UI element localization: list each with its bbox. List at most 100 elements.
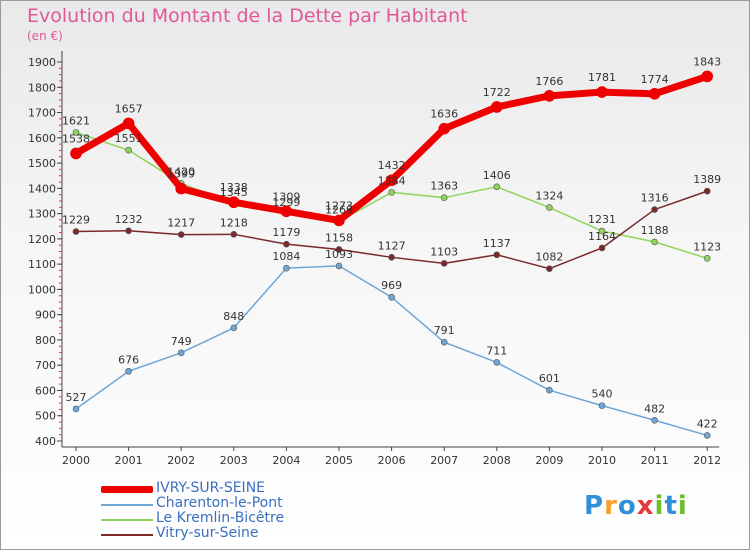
data-point <box>335 246 343 253</box>
data-point <box>175 182 187 195</box>
data-point <box>651 206 658 213</box>
data-label: 1843 <box>693 55 721 68</box>
data-point <box>703 187 711 195</box>
data-point <box>280 205 293 218</box>
data-label: 676 <box>118 353 139 366</box>
data-point <box>388 293 395 301</box>
data-point <box>72 129 80 136</box>
data-point <box>598 227 606 235</box>
data-point <box>440 260 448 267</box>
x-tick-label: 2008 <box>483 454 511 467</box>
data-point <box>651 238 658 246</box>
x-tick-label: 2009 <box>535 454 563 467</box>
data-point <box>177 231 185 238</box>
data-label: 1766 <box>535 75 563 88</box>
data-label: 1621 <box>62 114 90 127</box>
legend-swatch-charenton <box>101 504 153 506</box>
data-label: 1345 <box>220 186 248 199</box>
logo-letter: i <box>677 491 688 521</box>
data-labels: 1538 1657 1399 1338 1309 1273 1432 1636 1722 1766… <box>62 55 721 430</box>
y-tick-label: 900 <box>35 309 56 322</box>
data-label: 527 <box>66 391 87 404</box>
data-point <box>546 204 553 211</box>
legend-label-ivry: IVRY-SUR-SEINE <box>156 480 266 496</box>
logo-letter: x <box>636 491 655 521</box>
y-unit-label: (en €) <box>27 29 63 43</box>
data-label: 1231 <box>588 213 616 226</box>
data-label: 1179 <box>272 226 300 239</box>
x-tick-label: 2004 <box>272 454 300 467</box>
legend-swatch-kremlin <box>101 519 153 521</box>
x-tick-label: 2007 <box>430 454 458 467</box>
data-label: 1137 <box>483 237 511 250</box>
x-tick-label: 2012 <box>693 454 721 467</box>
data-point <box>125 227 132 235</box>
data-point <box>122 117 135 130</box>
logo-letter: i <box>654 491 665 521</box>
logo-letter: t <box>664 491 678 521</box>
data-point <box>335 262 343 270</box>
data-label: 1273 <box>325 199 353 212</box>
data-point <box>385 174 398 187</box>
y-tick-label: 700 <box>35 359 56 372</box>
y-tick-label: 1700 <box>28 107 56 120</box>
data-label: 1232 <box>115 213 143 226</box>
y-tick-label: 600 <box>35 384 56 397</box>
data-point <box>283 264 290 272</box>
data-point <box>177 349 185 357</box>
data-label: 1389 <box>693 173 721 186</box>
data-point <box>333 214 345 227</box>
data-label: 1316 <box>641 192 669 205</box>
y-tick-label: 400 <box>35 435 56 448</box>
data-label: 1384 <box>378 174 406 187</box>
x-tick-label: 2010 <box>588 454 616 467</box>
data-label: 1123 <box>693 240 721 253</box>
data-point <box>72 405 80 413</box>
data-label: 1636 <box>430 108 458 121</box>
y-tick-label: 1200 <box>28 233 56 246</box>
data-point <box>230 231 238 238</box>
y-tick-label: 1000 <box>28 283 56 296</box>
data-point <box>493 359 501 366</box>
proxiti-logo: Proxiti <box>584 491 688 521</box>
data-point <box>598 402 606 409</box>
data-point <box>543 90 556 102</box>
series-lines <box>70 70 714 439</box>
data-point <box>230 324 238 332</box>
data-point <box>546 265 553 272</box>
y-tick-label: 1400 <box>28 182 56 195</box>
data-label: 1538 <box>62 132 90 145</box>
data-label: 1338 <box>220 181 248 194</box>
data-point <box>440 194 448 201</box>
y-tick-label: 1600 <box>28 132 56 145</box>
logo-letter: o <box>617 491 637 521</box>
y-tick-label: 1800 <box>28 81 56 94</box>
data-label: 1722 <box>483 86 511 99</box>
data-label: 711 <box>486 344 507 357</box>
data-label: 422 <box>697 417 718 430</box>
data-label: 1324 <box>535 190 563 203</box>
data-label: 791 <box>434 324 455 337</box>
data-point <box>701 70 714 83</box>
data-point <box>283 240 290 248</box>
x-tick-label: 2002 <box>167 454 195 467</box>
data-label: 749 <box>171 335 192 348</box>
data-point <box>598 244 606 252</box>
data-point <box>72 228 80 235</box>
data-label: 1093 <box>325 248 353 261</box>
data-label: 1406 <box>483 169 511 182</box>
y-tick-label: 500 <box>35 410 56 423</box>
data-point <box>388 254 395 261</box>
data-label: 1781 <box>588 71 616 84</box>
x-tick-label: 2003 <box>220 454 248 467</box>
data-point <box>70 147 82 160</box>
data-point <box>651 416 658 424</box>
data-label: 601 <box>539 372 560 385</box>
legend-label-vitry: Vitry-sur-Seine <box>156 525 259 541</box>
data-label: 482 <box>644 402 665 415</box>
data-label: 1158 <box>325 231 353 244</box>
y-tick-label: 800 <box>35 334 56 347</box>
data-point <box>493 183 501 191</box>
